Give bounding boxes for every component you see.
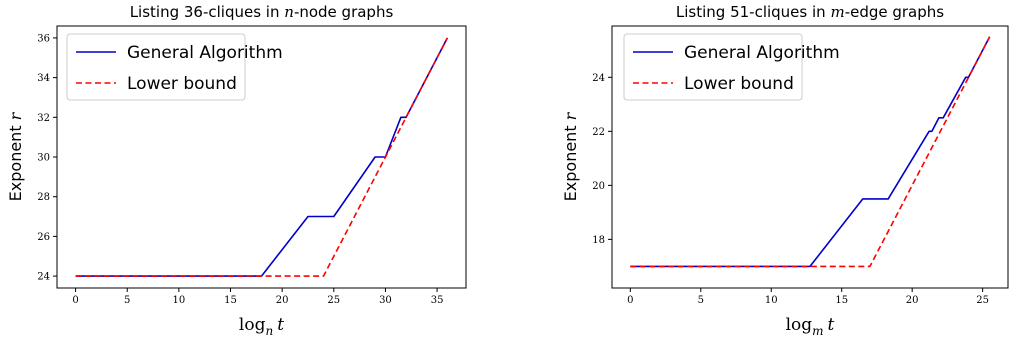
chart-title-math: m xyxy=(830,3,844,21)
chart-title-suffix: -edge graphs xyxy=(845,3,945,21)
y-axis-label: Exponent r xyxy=(561,111,580,201)
x-tick-label: 0 xyxy=(627,295,633,306)
chart-title-prefix: Listing 36-cliques in xyxy=(130,3,285,21)
y-tick-label: 20 xyxy=(592,181,605,192)
x-tick-label: 35 xyxy=(431,295,444,306)
y-tick-label: 36 xyxy=(37,33,50,44)
chart-title: Listing 51-cliques in m-edge graphs xyxy=(676,3,944,21)
x-axis-label-sub: m xyxy=(812,324,823,338)
y-axis-label-math: r xyxy=(561,111,580,120)
chart-title-math: n xyxy=(284,3,294,21)
y-tick-label: 22 xyxy=(592,127,605,138)
x-tick-label: 5 xyxy=(698,295,704,306)
x-tick-label: 25 xyxy=(327,295,340,306)
x-tick-label: 30 xyxy=(379,295,392,306)
x-tick-label: 15 xyxy=(835,295,848,306)
x-axis-label-var: t xyxy=(277,315,284,335)
legend-label: General Algorithm xyxy=(684,43,840,63)
y-axis-label: Exponent r xyxy=(6,111,25,201)
legend: General Algorithm Lower bound xyxy=(623,33,840,101)
series-line-general-algorithm xyxy=(630,36,991,268)
legend: General Algorithm Lower bound xyxy=(66,33,283,101)
y-tick-label: 32 xyxy=(37,113,50,124)
y-axis-label-text: Exponent xyxy=(561,120,580,201)
legend-frame xyxy=(66,33,246,101)
x-tick-label: 10 xyxy=(765,295,778,306)
chart-title-suffix: -node graphs xyxy=(294,3,394,21)
x-tick-label: 5 xyxy=(124,295,130,306)
y-tick-label: 24 xyxy=(37,272,50,283)
y-tick-label: 24 xyxy=(592,73,605,84)
x-tick-label: 10 xyxy=(173,295,186,306)
series-line-lower-bound xyxy=(75,37,449,277)
y-tick-label: 26 xyxy=(37,232,50,243)
chart-title-prefix: Listing 51-cliques in xyxy=(676,3,831,21)
y-tick-label: 34 xyxy=(37,73,50,84)
plot-frame xyxy=(611,25,1009,289)
x-axis-label-base: log xyxy=(239,315,266,335)
x-tick-label: 20 xyxy=(276,295,289,306)
x-axis-label-var: t xyxy=(828,315,835,335)
x-axis-label: logn t xyxy=(239,315,284,338)
x-tick-label: 15 xyxy=(224,295,237,306)
legend-label: General Algorithm xyxy=(127,43,283,63)
chart-title: Listing 36-cliques in n-node graphs xyxy=(130,3,394,21)
legend-label: Lower bound xyxy=(127,74,237,94)
legend-label: Lower bound xyxy=(684,74,794,94)
y-tick-label: 30 xyxy=(37,153,50,164)
x-axis-label-base: log xyxy=(786,315,813,335)
y-tick-label: 18 xyxy=(592,235,605,246)
x-tick-label: 25 xyxy=(976,295,989,306)
y-tick-label: 28 xyxy=(37,192,50,203)
series-line-lower-bound xyxy=(630,36,991,268)
legend-frame xyxy=(623,33,803,101)
x-axis-label-sub: n xyxy=(265,324,273,338)
series-line-general-algorithm xyxy=(75,37,449,277)
x-axis-label: logm t xyxy=(786,315,835,338)
x-tick-label: 20 xyxy=(906,295,919,306)
y-axis-label-text: Exponent xyxy=(6,120,25,201)
x-tick-label: 0 xyxy=(72,295,78,306)
y-axis-label-math: r xyxy=(6,111,25,120)
